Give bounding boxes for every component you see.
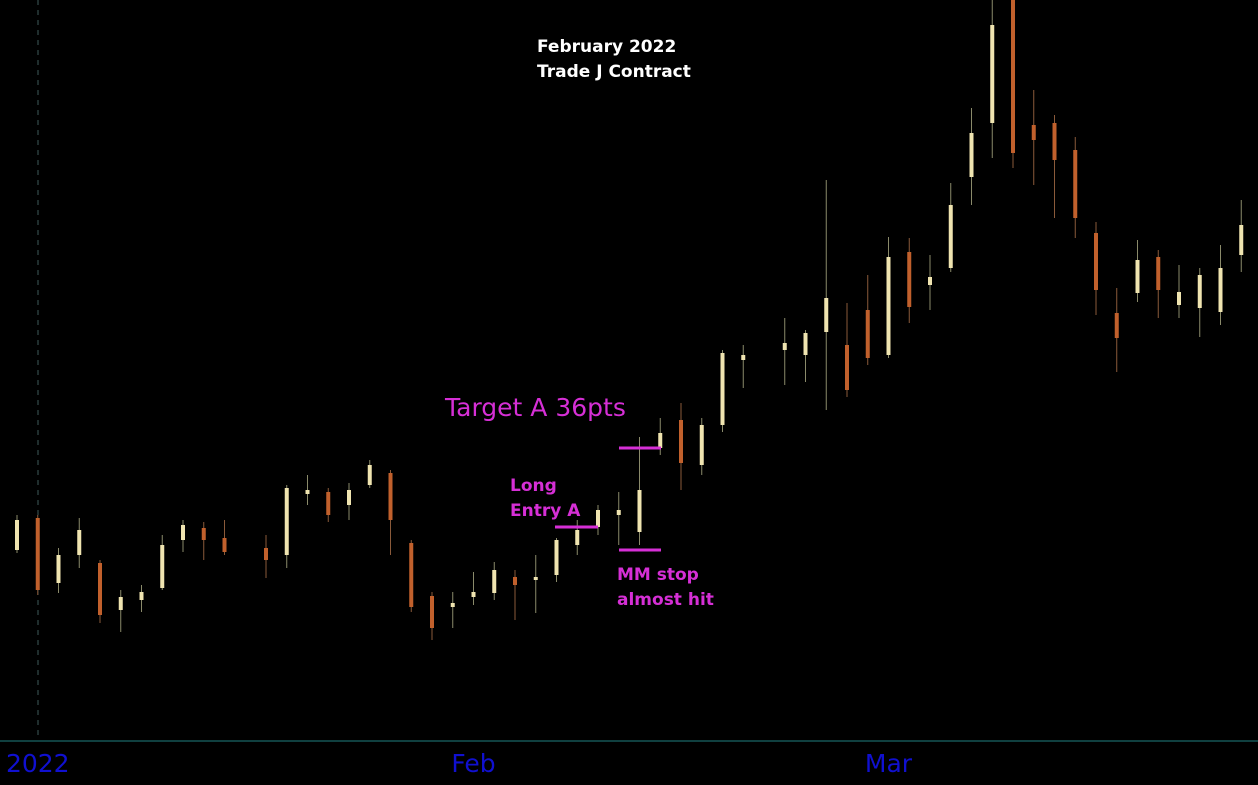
candle-body xyxy=(139,592,144,600)
candle-body xyxy=(160,545,165,588)
candle-body xyxy=(990,25,995,123)
candle-body xyxy=(803,333,808,355)
candle-body xyxy=(77,530,82,555)
candle-body xyxy=(637,490,642,532)
candle-body xyxy=(865,310,870,358)
candle-body xyxy=(1197,275,1202,308)
candle-body xyxy=(658,433,663,448)
candle-body xyxy=(1239,225,1244,255)
candle-body xyxy=(824,298,829,332)
annotation: Target A 36pts xyxy=(444,393,626,422)
candle-body xyxy=(948,205,953,268)
candle-body xyxy=(284,488,289,555)
candle-body xyxy=(56,555,61,583)
candle-body xyxy=(450,603,455,607)
candle-body xyxy=(492,570,497,593)
candle-body xyxy=(1218,268,1223,312)
candle-body xyxy=(741,355,746,360)
candle-body xyxy=(1011,0,1015,153)
candle-body xyxy=(720,353,725,425)
candle-body xyxy=(596,510,600,527)
annotation: Entry A xyxy=(510,501,581,521)
candle-body xyxy=(699,425,704,465)
candle-body xyxy=(845,345,849,390)
candle-body xyxy=(969,133,974,177)
annotation: MM stop xyxy=(617,565,699,585)
candle-body xyxy=(1156,257,1161,290)
annotation: Long xyxy=(510,476,557,496)
x-tick-label: 2022 xyxy=(6,749,70,778)
candle-body xyxy=(575,530,580,545)
candle-body xyxy=(305,490,310,494)
candle-body xyxy=(409,543,414,607)
candle-body xyxy=(679,420,683,463)
candle-body xyxy=(98,563,102,615)
candle-body xyxy=(1094,233,1098,290)
candle-body xyxy=(471,592,476,597)
chart-title: February 2022 xyxy=(537,37,676,57)
candle-body xyxy=(35,518,40,590)
candle-body xyxy=(326,492,331,515)
candle-body xyxy=(181,525,185,540)
x-tick-label: Mar xyxy=(865,749,913,778)
candle-body xyxy=(1031,125,1036,140)
candle-body xyxy=(513,577,517,585)
candle-body xyxy=(907,252,912,307)
candle-body xyxy=(1135,260,1140,293)
candle-body xyxy=(1114,313,1119,338)
candle-body xyxy=(367,465,372,485)
candle-body xyxy=(15,520,19,550)
candle-body xyxy=(782,343,787,350)
candle-body xyxy=(533,577,538,580)
chart-title: Trade J Contract xyxy=(537,62,691,82)
candle-body xyxy=(222,538,227,552)
candle-body xyxy=(616,510,621,515)
candle-body xyxy=(118,597,123,610)
candle-body xyxy=(388,473,393,520)
candle-body xyxy=(1052,123,1057,160)
annotation: almost hit xyxy=(617,590,714,610)
candle-body xyxy=(886,257,891,355)
candle-body xyxy=(430,596,434,628)
candle-body xyxy=(347,490,351,505)
candle-body xyxy=(928,277,932,285)
candle-body xyxy=(554,540,559,575)
candle-body xyxy=(201,528,206,540)
candle-body xyxy=(264,548,268,560)
x-tick-label: Feb xyxy=(451,749,495,778)
candle-body xyxy=(1073,150,1078,218)
candle-body xyxy=(1177,292,1181,305)
